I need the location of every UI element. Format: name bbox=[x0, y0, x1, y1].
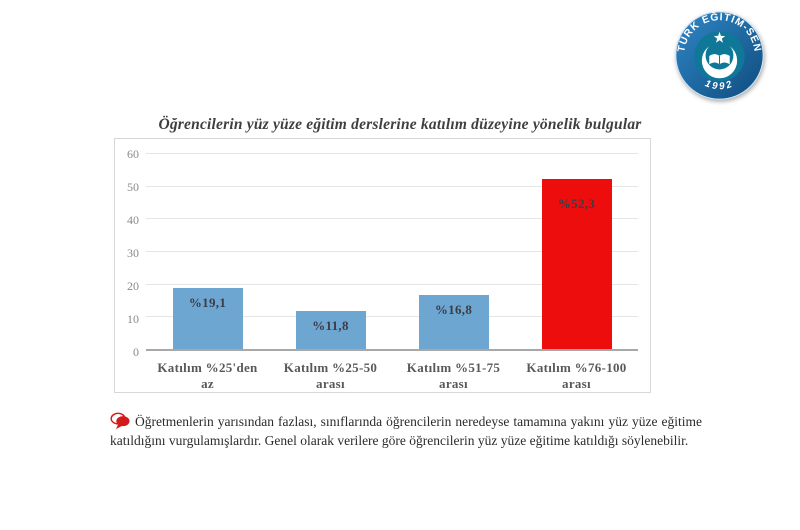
gridline bbox=[146, 153, 638, 154]
y-axis-tick-label: 40 bbox=[127, 213, 139, 227]
y-axis-tick-label: 50 bbox=[127, 180, 139, 194]
bar-value-label: %19,1 bbox=[188, 294, 227, 310]
gridline bbox=[146, 283, 638, 285]
bar-value-label: %52,3 bbox=[557, 196, 596, 212]
y-axis-tick-label: 30 bbox=[127, 246, 139, 260]
y-axis-tick-label: 0 bbox=[133, 345, 139, 359]
bar-value-label: %16,8 bbox=[434, 302, 473, 318]
category-label: Katılım %76-100 arası bbox=[526, 360, 627, 391]
category-label: Katılım %25'den az bbox=[157, 360, 258, 391]
crescent-cut bbox=[705, 41, 734, 70]
bar-3: %16,8 bbox=[418, 295, 489, 350]
y-axis-tick-label: 20 bbox=[127, 279, 139, 293]
x-axis-labels: Katılım %25'den az Katılım %25-50 arası Ka… bbox=[146, 360, 638, 392]
bar-4: %52,3 bbox=[541, 179, 612, 350]
bar-slot: %52,3 bbox=[515, 154, 638, 350]
bar-slot: %19,1 bbox=[146, 154, 269, 350]
bar-slot: %16,8 bbox=[392, 154, 515, 350]
turk-egitim-sen-logo: TÜRK EĞİTİM-SEN 1992 bbox=[675, 10, 764, 100]
chart-title: Öğrencilerin yüz yüze eğitim derslerine … bbox=[158, 116, 642, 133]
gridline bbox=[146, 316, 638, 318]
findings-note: Öğretmenlerin yarısından fazlası, sınıfl… bbox=[110, 412, 702, 450]
bar-value-label: %11,8 bbox=[312, 318, 349, 334]
bars-layer: %19,1 %11,8 %16,8 %52,3 bbox=[146, 154, 638, 350]
logo-year: 1992 bbox=[703, 78, 735, 92]
x-axis-line bbox=[146, 349, 638, 351]
bar-slot: %11,8 bbox=[269, 154, 392, 350]
gridline bbox=[146, 251, 638, 252]
speech-bubble-icon bbox=[110, 412, 130, 429]
findings-note-text: Öğretmenlerin yarısından fazlası, sınıfl… bbox=[110, 413, 702, 448]
bar-1: %19,1 bbox=[172, 287, 243, 350]
y-axis-tick-label: 60 bbox=[127, 147, 139, 161]
category-label: Katılım %51-75 arası bbox=[406, 360, 501, 391]
plot-area: %19,1 %11,8 %16,8 %52,3 bbox=[146, 153, 638, 351]
category-label: Katılım %25-50 arası bbox=[283, 360, 378, 391]
bar-2: %11,8 bbox=[295, 311, 366, 350]
y-axis-tick-label: 10 bbox=[127, 312, 139, 326]
bar-chart: 0 10 20 30 40 50 60 %19,1 %11,8 %16,8 %52,3 Katıl… bbox=[114, 138, 651, 393]
gridline bbox=[146, 185, 638, 187]
gridline bbox=[146, 218, 638, 220]
star-icon bbox=[713, 31, 726, 43]
